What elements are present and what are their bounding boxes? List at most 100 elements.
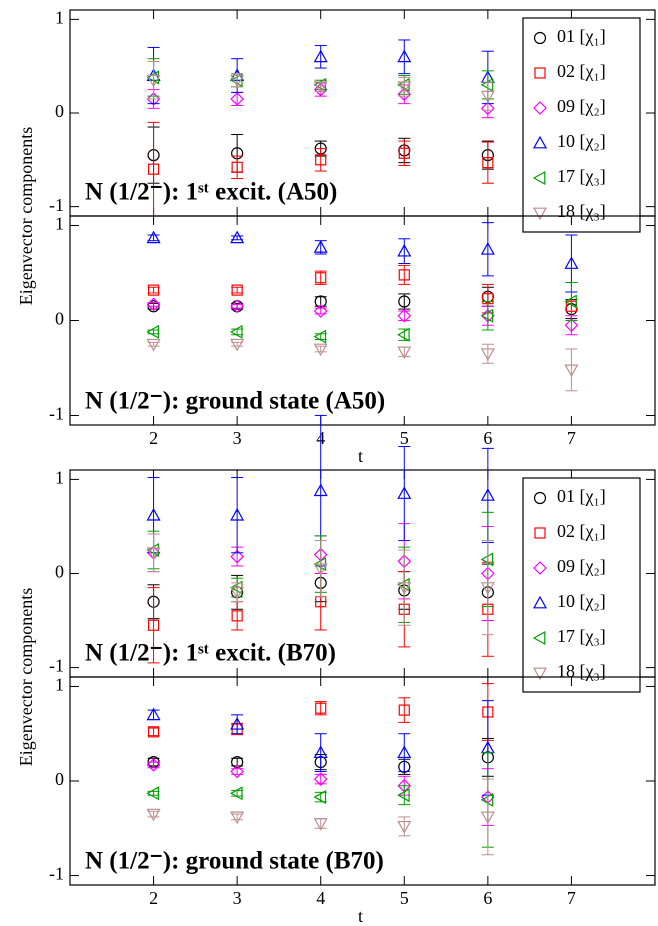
marker [146, 297, 161, 312]
marker [147, 726, 160, 738]
y-tick-label: 1 [55, 7, 64, 27]
marker [146, 338, 161, 352]
legend-label: 10 [χ₂] [557, 591, 606, 611]
data-point [146, 297, 161, 312]
data-point [146, 758, 161, 772]
marker [146, 74, 161, 88]
legend-label: 09 [χ₂] [557, 556, 606, 576]
marker [397, 87, 412, 102]
marker [532, 595, 548, 609]
data-point [231, 284, 244, 296]
marker [313, 240, 328, 253]
data-point [230, 582, 245, 603]
data-point [230, 230, 245, 244]
marker [146, 786, 159, 801]
marker [230, 230, 245, 244]
marker [230, 717, 245, 730]
data-point [314, 701, 327, 716]
marker [230, 586, 245, 600]
data-point [146, 707, 161, 721]
marker [313, 343, 328, 357]
legend-label: 02 [χ₁] [557, 61, 606, 81]
marker [229, 324, 243, 339]
data-point [313, 240, 328, 255]
marker [532, 630, 546, 646]
marker [314, 295, 327, 308]
marker [313, 483, 328, 497]
y-axis-label: Eigenvector components [16, 588, 36, 766]
annotation: N (1/2⁻): 1ˢᵗ excit. (A50) [85, 179, 337, 206]
marker [533, 101, 547, 115]
data-point [313, 772, 328, 786]
marker [231, 161, 243, 173]
x-tick-label: 4 [316, 888, 325, 908]
marker [480, 582, 495, 595]
y-axis-label: Eigenvector components [16, 127, 36, 305]
legend-label: 18 [χ₃] [557, 661, 606, 681]
legend-label: 17 [χ₃] [557, 166, 606, 186]
y-tick-label: 1 [55, 468, 64, 488]
marker [315, 272, 327, 284]
marker [231, 610, 243, 622]
data-point [230, 811, 245, 825]
marker [397, 820, 412, 834]
data-point [397, 327, 411, 342]
data-point [397, 76, 412, 97]
marker [230, 507, 245, 521]
marker [533, 31, 547, 45]
data-point [480, 343, 495, 364]
x-tick-label: 7 [567, 888, 576, 908]
x-axis-label: t [358, 906, 363, 926]
legend-label: 10 [χ₂] [557, 131, 606, 151]
x-tick-label: 5 [400, 888, 409, 908]
legend-label: 02 [χ₁] [557, 521, 606, 541]
marker [480, 811, 495, 825]
data-point [397, 39, 412, 75]
marker [146, 758, 161, 772]
marker [480, 242, 495, 255]
annotation: N (1/2⁻): 1ˢᵗ excit. (B70) [85, 640, 336, 667]
marker [313, 49, 328, 63]
marker [398, 295, 411, 308]
x-axis-label: t [358, 446, 363, 466]
marker [482, 157, 494, 169]
legend-label: 17 [χ₃] [557, 626, 606, 646]
legend-box [522, 17, 641, 233]
data-point [146, 808, 161, 822]
data-point [313, 818, 328, 831]
legend-box [522, 477, 641, 693]
data-point [313, 540, 328, 598]
data-point [397, 445, 412, 542]
marker [397, 582, 412, 595]
data-point [230, 73, 245, 88]
marker [564, 294, 577, 309]
annotation: N (1/2⁻): ground state (A50) [85, 388, 385, 415]
data-point [146, 338, 161, 352]
marker [230, 299, 244, 314]
marker [313, 304, 328, 318]
y-tick-label: -1 [49, 404, 64, 424]
marker [398, 704, 410, 716]
data-point [230, 91, 244, 107]
marker [146, 808, 161, 822]
legend-label: 01 [χ₁] [557, 26, 606, 46]
marker [397, 243, 412, 257]
y-tick-label: 1 [55, 675, 64, 695]
data-point [230, 714, 245, 735]
data-point [146, 230, 161, 244]
marker [397, 486, 412, 499]
y-tick-label: -1 [49, 656, 64, 676]
marker [146, 507, 161, 521]
data-point [480, 81, 495, 111]
marker [397, 346, 412, 360]
marker [313, 563, 328, 577]
data-point [313, 329, 327, 344]
data-point [397, 549, 412, 626]
data-point [229, 324, 244, 339]
data-point [313, 304, 328, 318]
x-tick-label: 7 [567, 428, 576, 448]
data-point [230, 764, 244, 779]
marker [533, 491, 547, 505]
marker [146, 324, 159, 339]
